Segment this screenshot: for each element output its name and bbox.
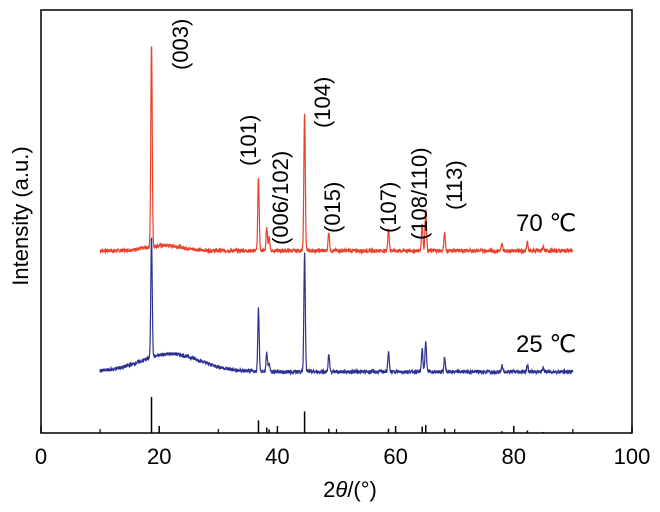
x-tick-label: 60 (383, 444, 407, 469)
peak-label: (108/110) (407, 147, 432, 240)
x-tick-label: 40 (265, 444, 289, 469)
peak-label: (015) (320, 182, 345, 233)
x-tick-label: 80 (502, 444, 526, 469)
peak-label: (104) (310, 77, 335, 128)
peak-label: (006/102) (268, 151, 293, 245)
series-label: 70 ℃ (516, 210, 576, 237)
series-line-25c (99, 236, 574, 376)
series-line-70c (99, 46, 574, 255)
x-axis-title-prefix: 2 (323, 477, 335, 502)
peak-label: (003) (168, 19, 193, 70)
peak-label: (101) (236, 115, 261, 166)
peak-label: (107) (376, 182, 401, 233)
x-tick-label: 20 (147, 444, 171, 469)
peak-label: (113) (442, 160, 467, 210)
x-axis-title-suffix: /(°) (347, 477, 377, 502)
x-axis-title: 2θ/(°) (323, 477, 377, 502)
y-axis-title: Intensity (a.u.) (8, 146, 33, 285)
series-label: 25 ℃ (516, 331, 576, 358)
x-tick-label: 100 (614, 444, 651, 469)
x-tick-label: 0 (35, 444, 47, 469)
x-axis-title-symbol: θ (335, 477, 347, 502)
